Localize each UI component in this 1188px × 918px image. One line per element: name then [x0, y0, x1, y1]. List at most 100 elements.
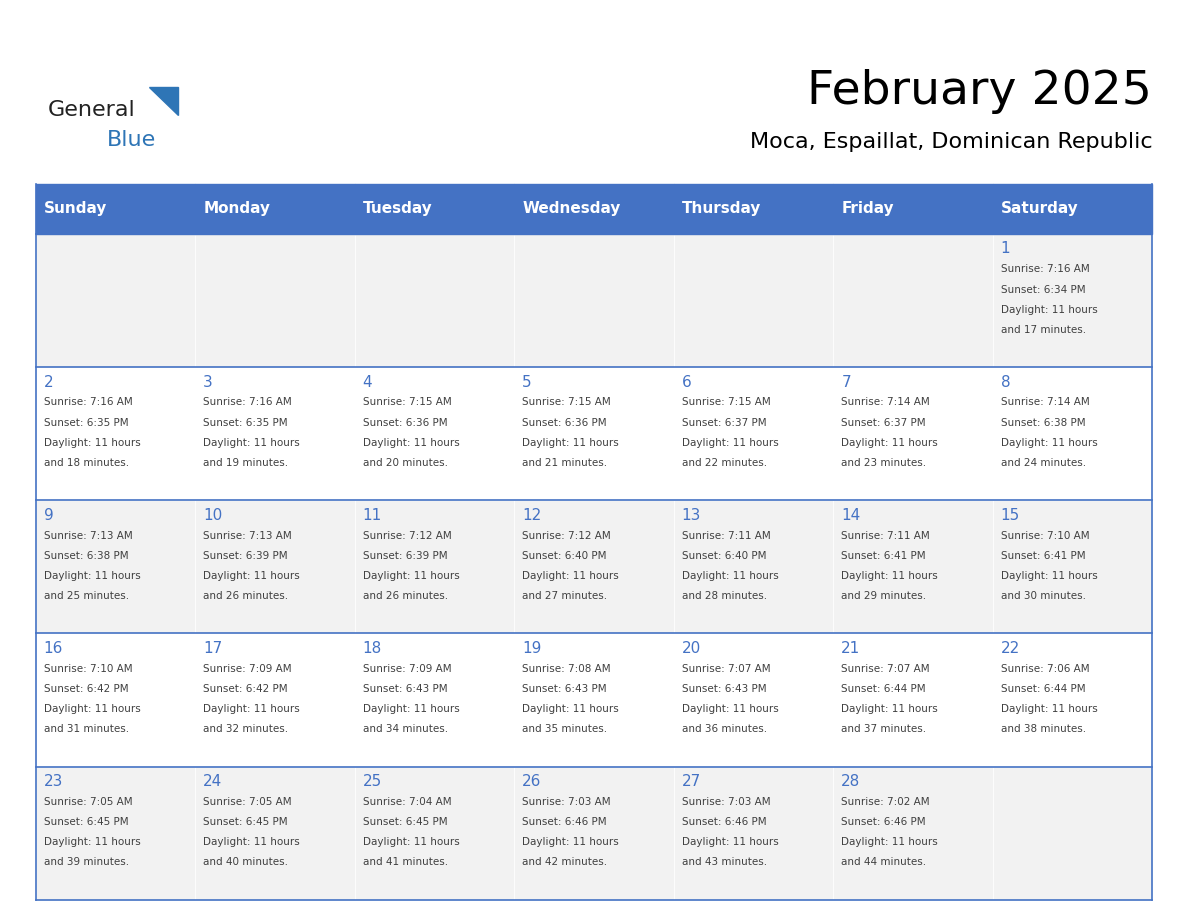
Text: and 23 minutes.: and 23 minutes. [841, 458, 927, 468]
Text: Daylight: 11 hours: Daylight: 11 hours [523, 571, 619, 581]
Text: Sunrise: 7:16 AM: Sunrise: 7:16 AM [203, 397, 292, 408]
Text: 11: 11 [362, 508, 381, 522]
Polygon shape [148, 87, 178, 115]
FancyBboxPatch shape [833, 500, 993, 633]
Text: Daylight: 11 hours: Daylight: 11 hours [682, 438, 778, 448]
Text: and 19 minutes.: and 19 minutes. [203, 458, 289, 468]
FancyBboxPatch shape [833, 184, 993, 234]
Text: Sunrise: 7:06 AM: Sunrise: 7:06 AM [1000, 664, 1089, 674]
Text: Sunrise: 7:14 AM: Sunrise: 7:14 AM [1000, 397, 1089, 408]
Text: Sunrise: 7:12 AM: Sunrise: 7:12 AM [362, 531, 451, 541]
Text: and 41 minutes.: and 41 minutes. [362, 857, 448, 868]
Text: Daylight: 11 hours: Daylight: 11 hours [203, 438, 299, 448]
Text: Sunset: 6:38 PM: Sunset: 6:38 PM [1000, 418, 1086, 428]
Text: 28: 28 [841, 774, 860, 789]
Text: and 22 minutes.: and 22 minutes. [682, 458, 767, 468]
Text: Daylight: 11 hours: Daylight: 11 hours [203, 571, 299, 581]
Text: and 44 minutes.: and 44 minutes. [841, 857, 927, 868]
Text: and 42 minutes.: and 42 minutes. [523, 857, 607, 868]
Text: Daylight: 11 hours: Daylight: 11 hours [362, 704, 460, 714]
Text: and 26 minutes.: and 26 minutes. [362, 591, 448, 601]
Text: Sunrise: 7:05 AM: Sunrise: 7:05 AM [203, 797, 292, 807]
Text: Sunset: 6:36 PM: Sunset: 6:36 PM [362, 418, 448, 428]
FancyBboxPatch shape [36, 500, 195, 633]
Text: Sunset: 6:40 PM: Sunset: 6:40 PM [523, 551, 607, 561]
Text: 21: 21 [841, 641, 860, 655]
Text: Daylight: 11 hours: Daylight: 11 hours [44, 704, 140, 714]
FancyBboxPatch shape [993, 633, 1152, 767]
Text: and 18 minutes.: and 18 minutes. [44, 458, 128, 468]
Text: Sunset: 6:42 PM: Sunset: 6:42 PM [44, 684, 128, 694]
Text: Daylight: 11 hours: Daylight: 11 hours [682, 571, 778, 581]
Text: Sunset: 6:46 PM: Sunset: 6:46 PM [841, 817, 925, 827]
Text: 22: 22 [1000, 641, 1020, 655]
Text: Sunrise: 7:15 AM: Sunrise: 7:15 AM [682, 397, 771, 408]
Text: Daylight: 11 hours: Daylight: 11 hours [523, 438, 619, 448]
Text: Daylight: 11 hours: Daylight: 11 hours [1000, 438, 1098, 448]
FancyBboxPatch shape [36, 633, 195, 767]
Text: and 39 minutes.: and 39 minutes. [44, 857, 128, 868]
Text: and 37 minutes.: and 37 minutes. [841, 724, 927, 734]
Text: Daylight: 11 hours: Daylight: 11 hours [362, 438, 460, 448]
FancyBboxPatch shape [993, 184, 1152, 234]
Text: Sunset: 6:43 PM: Sunset: 6:43 PM [362, 684, 448, 694]
Text: and 36 minutes.: and 36 minutes. [682, 724, 767, 734]
FancyBboxPatch shape [195, 184, 355, 234]
Text: Sunset: 6:34 PM: Sunset: 6:34 PM [1000, 285, 1086, 295]
Text: Daylight: 11 hours: Daylight: 11 hours [44, 837, 140, 847]
Text: Sunrise: 7:09 AM: Sunrise: 7:09 AM [203, 664, 292, 674]
Text: Daylight: 11 hours: Daylight: 11 hours [841, 704, 939, 714]
FancyBboxPatch shape [36, 367, 195, 500]
Text: and 30 minutes.: and 30 minutes. [1000, 591, 1086, 601]
FancyBboxPatch shape [195, 767, 355, 900]
Text: 1: 1 [1000, 241, 1011, 256]
Text: 26: 26 [523, 774, 542, 789]
Text: Sunset: 6:42 PM: Sunset: 6:42 PM [203, 684, 287, 694]
FancyBboxPatch shape [514, 367, 674, 500]
Text: Sunset: 6:37 PM: Sunset: 6:37 PM [841, 418, 925, 428]
FancyBboxPatch shape [833, 633, 993, 767]
Text: Daylight: 11 hours: Daylight: 11 hours [841, 837, 939, 847]
Text: Sunrise: 7:07 AM: Sunrise: 7:07 AM [682, 664, 770, 674]
Text: Sunrise: 7:16 AM: Sunrise: 7:16 AM [1000, 264, 1089, 274]
FancyBboxPatch shape [36, 767, 195, 900]
Text: Blue: Blue [107, 130, 156, 151]
Text: Saturday: Saturday [1000, 201, 1079, 217]
Text: Sunset: 6:39 PM: Sunset: 6:39 PM [203, 551, 287, 561]
Text: Sunset: 6:41 PM: Sunset: 6:41 PM [841, 551, 925, 561]
FancyBboxPatch shape [993, 234, 1152, 367]
Text: and 31 minutes.: and 31 minutes. [44, 724, 128, 734]
Text: 3: 3 [203, 375, 213, 389]
FancyBboxPatch shape [674, 500, 833, 633]
Text: Sunset: 6:35 PM: Sunset: 6:35 PM [203, 418, 287, 428]
FancyBboxPatch shape [674, 184, 833, 234]
Text: Sunrise: 7:13 AM: Sunrise: 7:13 AM [203, 531, 292, 541]
Text: Daylight: 11 hours: Daylight: 11 hours [1000, 571, 1098, 581]
Text: Daylight: 11 hours: Daylight: 11 hours [682, 704, 778, 714]
Text: Daylight: 11 hours: Daylight: 11 hours [44, 438, 140, 448]
Text: 24: 24 [203, 774, 222, 789]
Text: Sunset: 6:35 PM: Sunset: 6:35 PM [44, 418, 128, 428]
Text: Sunday: Sunday [44, 201, 107, 217]
FancyBboxPatch shape [993, 367, 1152, 500]
Text: 19: 19 [523, 641, 542, 655]
Text: Sunrise: 7:09 AM: Sunrise: 7:09 AM [362, 664, 451, 674]
Text: Sunrise: 7:15 AM: Sunrise: 7:15 AM [362, 397, 451, 408]
Text: and 38 minutes.: and 38 minutes. [1000, 724, 1086, 734]
Text: 4: 4 [362, 375, 372, 389]
Text: Sunset: 6:40 PM: Sunset: 6:40 PM [682, 551, 766, 561]
Text: February 2025: February 2025 [808, 69, 1152, 115]
Text: Sunset: 6:45 PM: Sunset: 6:45 PM [203, 817, 287, 827]
Text: Daylight: 11 hours: Daylight: 11 hours [362, 571, 460, 581]
Text: Sunrise: 7:15 AM: Sunrise: 7:15 AM [523, 397, 611, 408]
Text: Daylight: 11 hours: Daylight: 11 hours [841, 571, 939, 581]
Text: and 24 minutes.: and 24 minutes. [1000, 458, 1086, 468]
FancyBboxPatch shape [674, 234, 833, 367]
Text: Sunset: 6:44 PM: Sunset: 6:44 PM [1000, 684, 1086, 694]
Text: 18: 18 [362, 641, 381, 655]
Text: Daylight: 11 hours: Daylight: 11 hours [44, 571, 140, 581]
Text: Daylight: 11 hours: Daylight: 11 hours [523, 837, 619, 847]
FancyBboxPatch shape [355, 500, 514, 633]
Text: and 35 minutes.: and 35 minutes. [523, 724, 607, 734]
Text: 9: 9 [44, 508, 53, 522]
